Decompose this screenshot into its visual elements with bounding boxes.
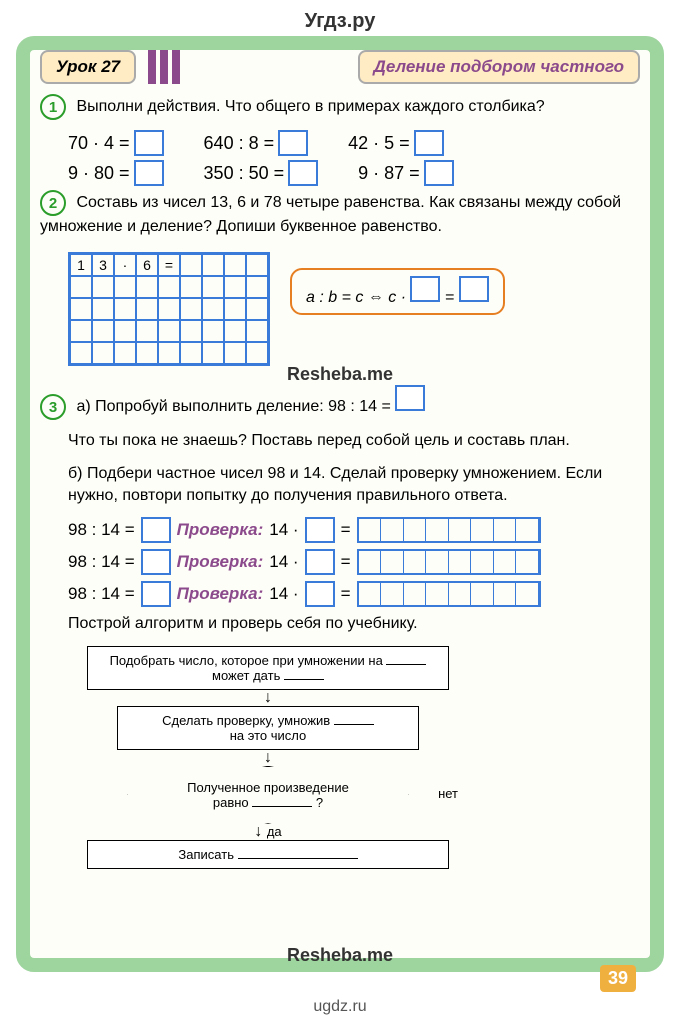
answer-box[interactable] bbox=[141, 517, 171, 543]
answer-box[interactable] bbox=[305, 581, 335, 607]
task-num-3: 3 bbox=[40, 394, 66, 420]
watermark-bottom: Resheba.me bbox=[0, 945, 680, 966]
task-3: 3 а) Попробуй выполнить деление: 98 : 14… bbox=[40, 385, 640, 420]
flowchart: Подобрать число, которое при умножении н… bbox=[68, 646, 468, 869]
task-2-text: Составь из чисел 13, 6 и 78 четыре равен… bbox=[40, 194, 621, 235]
eq: 350 : 50 = bbox=[204, 160, 319, 186]
answer-box[interactable] bbox=[141, 549, 171, 575]
answer-box[interactable] bbox=[288, 160, 318, 186]
work-grid[interactable]: 13·6= bbox=[68, 252, 270, 366]
answer-box[interactable] bbox=[414, 130, 444, 156]
task-1-row-1: 70 · 4 = 640 : 8 = 42 · 5 = bbox=[68, 130, 640, 156]
eq: 9 · 87 = bbox=[358, 160, 454, 186]
answer-box[interactable] bbox=[141, 581, 171, 607]
eq: 9 · 80 = bbox=[68, 160, 164, 186]
answer-box[interactable] bbox=[134, 130, 164, 156]
flow-step-1: Подобрать число, которое при умножении н… bbox=[87, 646, 449, 690]
task-1: 1 Выполни действия. Что общего в примера… bbox=[40, 94, 640, 120]
eq: 42 · 5 = bbox=[348, 130, 444, 156]
answer-box[interactable] bbox=[424, 160, 454, 186]
answer-grid[interactable] bbox=[357, 517, 541, 543]
task-1-row-2: 9 · 80 = 350 : 50 = 9 · 87 = bbox=[68, 160, 640, 186]
formula-box: a : b = c ⇔ c · = bbox=[290, 268, 505, 315]
arrow-icon: ↓ bbox=[68, 690, 468, 706]
check-row: 98 : 14 = Проверка: 14 · = bbox=[68, 517, 640, 543]
flow-decision: Полученное произведениеравно ? bbox=[127, 766, 409, 824]
task-3a: а) Попробуй выполнить деление: 98 : 14 = bbox=[76, 398, 390, 415]
watermark: Resheba.me bbox=[40, 364, 640, 385]
footer: ugdz.ru bbox=[0, 998, 680, 1016]
task-3b: б) Подбери частное чисел 98 и 14. Сделай… bbox=[68, 463, 640, 508]
answer-box[interactable] bbox=[459, 276, 489, 302]
arrow-icon: ↓ да bbox=[68, 824, 468, 840]
task-num-1: 1 bbox=[40, 94, 66, 120]
task-3-q: Что ты пока не знаешь? Поставь перед соб… bbox=[68, 430, 640, 452]
eq: 640 : 8 = bbox=[204, 130, 309, 156]
flow-no: нет bbox=[438, 786, 458, 801]
check-row: 98 : 14 = Проверка: 14 · = bbox=[68, 549, 640, 575]
answer-grid[interactable] bbox=[357, 549, 541, 575]
check-row: 98 : 14 = Проверка: 14 · = bbox=[68, 581, 640, 607]
content: 1 Выполни действия. Что общего в примера… bbox=[40, 94, 640, 952]
page-title: Деление подбором частного bbox=[358, 50, 640, 84]
answer-grid[interactable] bbox=[357, 581, 541, 607]
task-1-text: Выполни действия. Что общего в примерах … bbox=[76, 98, 544, 115]
task-2: 2 Составь из чисел 13, 6 и 78 четыре рав… bbox=[40, 190, 640, 238]
algo-text: Построй алгоритм и проверь себя по учебн… bbox=[68, 613, 640, 635]
flow-step-4: Записать bbox=[87, 840, 449, 869]
answer-box[interactable] bbox=[410, 276, 440, 302]
flow-step-2: Сделать проверку, умножив на это число bbox=[117, 706, 419, 750]
answer-box[interactable] bbox=[305, 549, 335, 575]
page: Угдз.ру Урок 27 Деление подбором частног… bbox=[0, 0, 680, 1022]
arrow-icon: ↓ bbox=[68, 750, 468, 766]
lesson-bars bbox=[148, 50, 180, 84]
page-number: 39 bbox=[600, 965, 636, 992]
answer-box[interactable] bbox=[305, 517, 335, 543]
task-num-2: 2 bbox=[40, 190, 66, 216]
answer-box[interactable] bbox=[134, 160, 164, 186]
lesson-tab: Урок 27 bbox=[40, 50, 136, 84]
site-header: Угдз.ру bbox=[0, 10, 680, 33]
answer-box[interactable] bbox=[278, 130, 308, 156]
answer-box[interactable] bbox=[395, 385, 425, 411]
eq: 70 · 4 = bbox=[68, 130, 164, 156]
